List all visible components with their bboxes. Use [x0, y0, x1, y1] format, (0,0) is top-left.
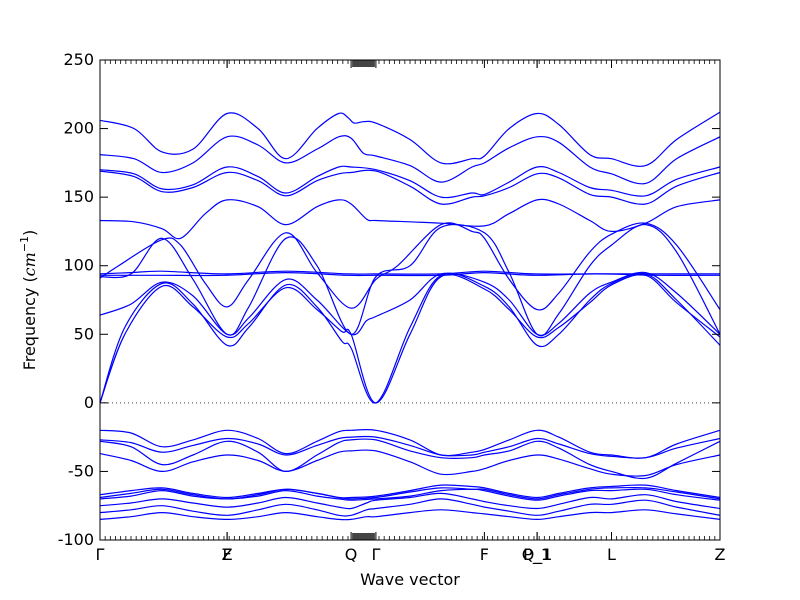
x-tick-label: Q_1	[522, 545, 553, 565]
band-line-8	[99, 270, 720, 275]
band-line-13	[99, 428, 721, 459]
y-tick-label: -50	[68, 461, 94, 480]
y-tick-label: 150	[63, 187, 94, 206]
x-tick-label: F	[222, 545, 231, 564]
band-line-11	[99, 272, 721, 404]
q-gamma-segment-markers	[352, 60, 375, 540]
band-line-16	[99, 449, 721, 477]
band-line-5	[99, 198, 721, 240]
band-line-3	[99, 165, 721, 199]
x-tick-label: Γ	[96, 545, 105, 564]
band-line-9	[99, 223, 721, 337]
x-tick-label: L	[607, 545, 616, 564]
x-tick-label: Z	[715, 545, 726, 564]
band-line-22	[99, 509, 721, 521]
q-gamma-bottom-ticks	[352, 533, 375, 540]
y-tick-label: -100	[58, 530, 94, 549]
band-line-15	[99, 438, 721, 480]
y-axis-ticks: -100 -50 0 50 100 150 200 250	[58, 50, 720, 549]
band-line-19	[99, 488, 721, 501]
x-axis-ticks: Γ ZF Q Γ F P_1Q_1 L Z	[96, 60, 726, 565]
x-tick-label: P_1	[523, 545, 551, 565]
band-line-17	[99, 484, 721, 499]
band-line-1	[99, 111, 721, 167]
band-line-2	[99, 135, 721, 185]
band-line-4	[99, 169, 721, 205]
x-tick-label: Γ	[371, 545, 380, 564]
band-line-21	[99, 498, 721, 517]
band-lines	[99, 111, 721, 521]
x-tick-label: Z	[222, 545, 233, 564]
band-line-12	[99, 274, 721, 404]
x-axis-label: Wave vector	[360, 570, 460, 589]
band-line-14	[99, 435, 721, 459]
y-tick-label: 0	[84, 393, 94, 412]
band-line-6	[99, 222, 721, 311]
y-tick-label: 200	[63, 119, 94, 138]
x-tick-label: F	[480, 545, 489, 564]
q-gamma-top-ticks	[352, 60, 375, 67]
band-line-10	[99, 271, 721, 336]
y-tick-label: 50	[74, 324, 94, 343]
y-tick-label: 250	[63, 50, 94, 69]
band-line-20	[99, 492, 721, 510]
y-axis-label: Frequency (cm−1)	[18, 230, 39, 371]
x-tick-label: Q	[345, 545, 358, 564]
y-tick-label: 100	[63, 256, 94, 275]
